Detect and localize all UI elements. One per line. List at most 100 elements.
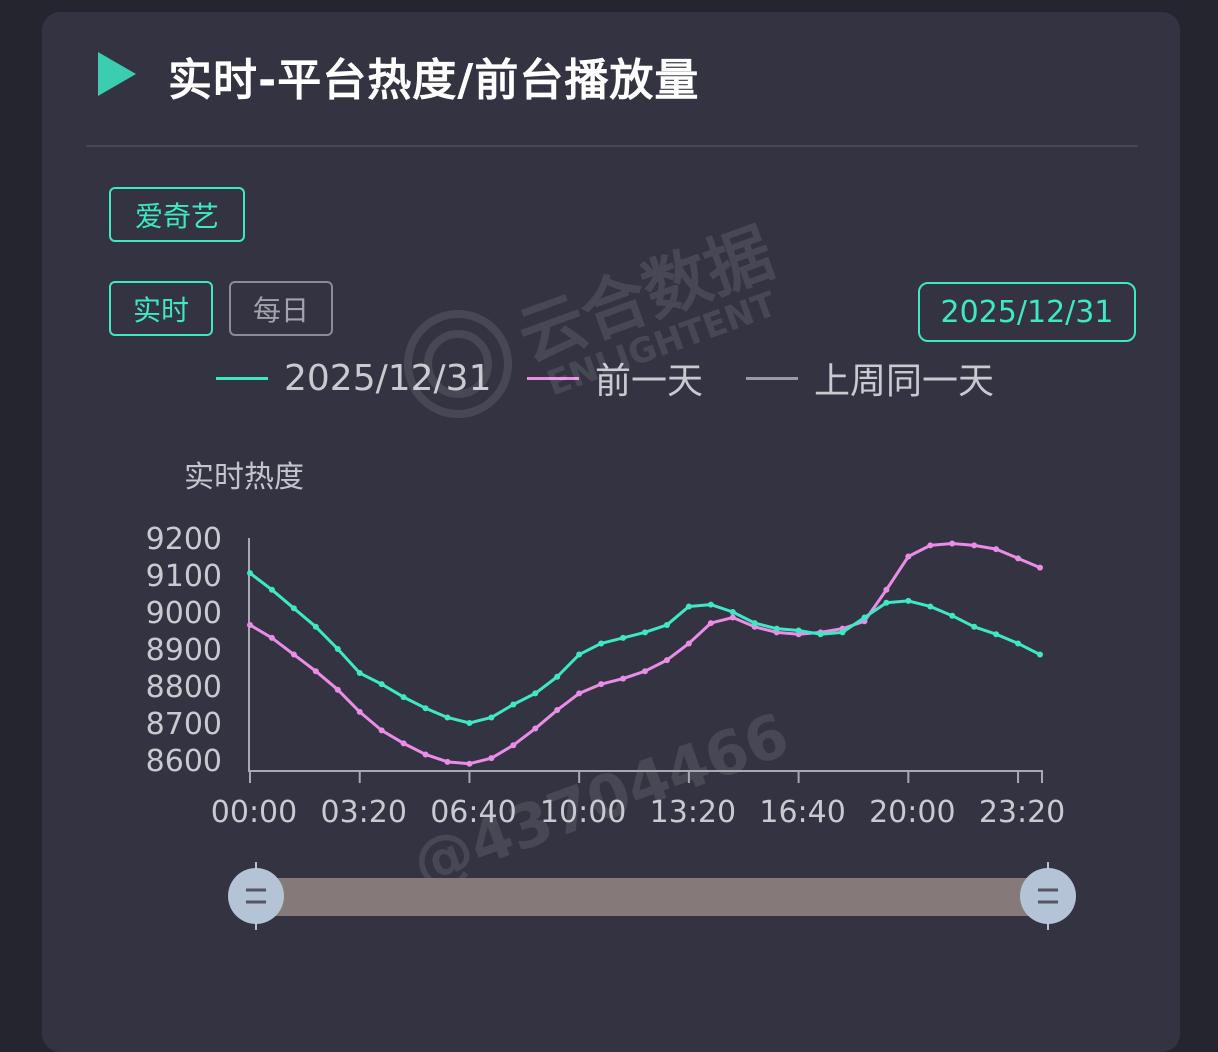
data-point [312,668,319,675]
divider [86,145,1138,147]
data-point [707,601,714,608]
data-point [949,540,956,547]
data-point [1015,640,1022,647]
x-tick-label: 00:00 [211,795,297,830]
data-point [685,603,692,610]
data-point [773,625,780,632]
data-point [334,686,341,693]
data-point [905,553,912,560]
legend-label: 2025/12/31 [284,357,492,399]
data-point [444,758,451,765]
data-point [378,681,385,688]
legend-swatch [527,376,579,380]
data-point [334,646,341,652]
legend-swatch [746,376,798,380]
y-tick-label: 9000 [146,596,222,631]
data-point [927,542,934,549]
data-point [795,627,802,634]
data-point [268,634,275,641]
data-point [905,597,912,604]
data-point [247,570,253,577]
data-point [1037,651,1043,658]
legend-label: 上周同一天 [814,361,995,402]
data-point [422,751,429,758]
x-tick-label: 03:20 [320,795,406,830]
y-tick-label: 8800 [146,670,222,705]
legend-item-last-week[interactable]: 上周同一天 [746,355,995,402]
data-point [883,599,890,606]
data-point [378,727,385,734]
zoom-range-track[interactable] [256,878,1048,916]
legend-swatch [216,376,268,380]
data-point [356,670,363,677]
y-tick-label: 8600 [146,744,222,779]
x-tick-label: 10:00 [540,795,626,830]
data-point [642,629,648,636]
data-point [707,620,714,627]
zoom-handle-start[interactable] [228,862,284,930]
y-tick-label: 9200 [146,522,222,557]
data-point [663,621,670,628]
data-point [839,629,846,636]
x-tick-label: 23:20 [979,795,1065,830]
data-point [532,690,539,697]
data-point [290,651,297,658]
data-point [1037,564,1043,571]
series-line [249,542,1041,766]
data-point [576,651,583,658]
y-tick-label: 9100 [146,559,222,594]
data-point [268,586,275,593]
data-point [927,603,934,610]
platform-tag-iqiyi[interactable]: 爱奇艺 [109,187,245,242]
legend-label: 前一天 [595,361,704,402]
data-point [554,673,561,680]
data-point [971,542,978,549]
data-point [729,609,736,615]
data-point [993,631,1000,638]
data-point [949,612,956,619]
x-tick-label: 06:40 [430,795,516,830]
date-picker[interactable]: 2025/12/31 [918,282,1136,342]
y-axis-title: 实时热度 [184,460,304,495]
data-point [751,620,758,627]
data-point [290,605,297,612]
data-point [971,623,978,630]
data-point [861,614,868,621]
x-tick-label: 13:20 [650,795,736,830]
tab-daily[interactable]: 每日 [229,281,333,336]
legend-item-today[interactable]: 2025/12/31 [216,355,492,401]
data-point [510,742,517,749]
data-point [576,690,583,697]
data-point [488,714,495,721]
data-point [663,657,670,664]
data-point [598,640,605,647]
x-tick-label: 20:00 [869,795,955,830]
data-point [466,720,473,726]
play-icon [98,52,136,96]
tab-realtime[interactable]: 实时 [109,281,213,336]
data-point [729,614,736,621]
data-point [247,621,253,628]
data-point [444,714,451,721]
data-point [400,694,407,701]
data-point [685,640,692,647]
data-point [356,708,363,715]
legend-item-previous-day[interactable]: 前一天 [527,355,704,402]
data-point [554,707,561,714]
data-point [817,631,824,638]
data-point [510,701,517,708]
data-point [993,546,1000,553]
y-tick-label: 8700 [146,707,222,742]
data-point [312,623,319,630]
zoom-handle-end[interactable] [1020,862,1076,930]
data-point [598,681,605,688]
data-point [883,586,890,593]
y-tick-label: 8900 [146,633,222,668]
data-point [466,760,473,767]
data-point [620,634,627,641]
data-point [1015,555,1022,562]
data-point [642,668,648,675]
data-point [488,755,495,762]
data-point [532,725,539,732]
